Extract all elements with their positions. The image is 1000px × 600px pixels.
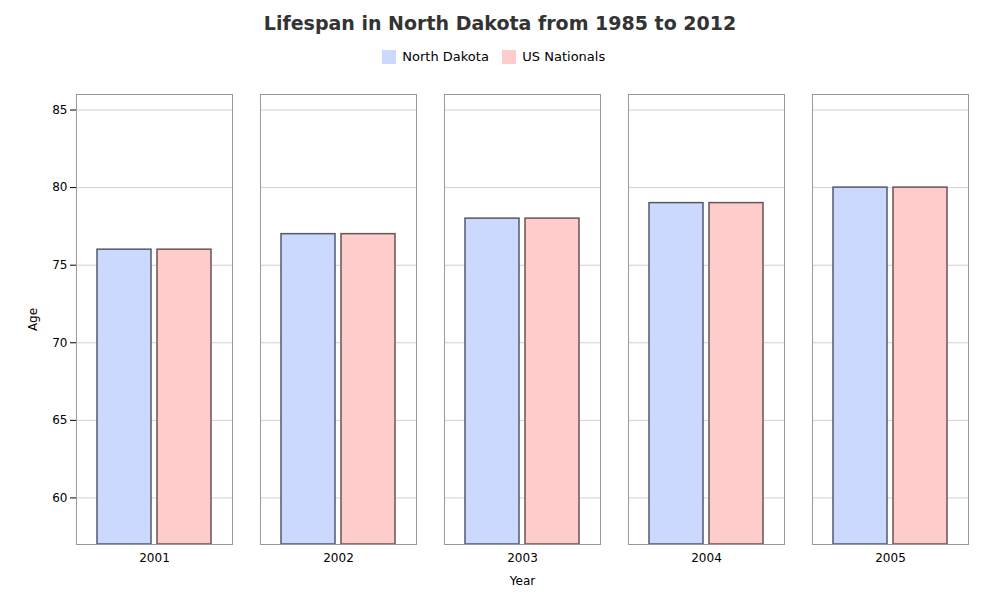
svg-text:2005: 2005 — [875, 551, 906, 565]
svg-text:80: 80 — [52, 180, 67, 194]
svg-text:2003: 2003 — [507, 551, 538, 565]
html-text:North Dakota: North Dakota — [402, 49, 489, 64]
html-text:US Nationals: US Nationals — [522, 49, 606, 64]
svg-text:85: 85 — [52, 102, 67, 116]
svg-text:75: 75 — [52, 258, 67, 272]
svg-text:2002: 2002 — [323, 551, 354, 565]
svg-text:Year: Year — [509, 573, 535, 587]
svg-text:Age: Age — [26, 307, 40, 330]
svg-text:2001: 2001 — [139, 551, 170, 565]
html-text:Lifespan in North Dakota from: Lifespan in North Dakota from 1985 to 20… — [263, 12, 737, 34]
svg-text:70: 70 — [52, 335, 67, 349]
svg-text:60: 60 — [52, 490, 67, 504]
svg-text:2004: 2004 — [691, 551, 722, 565]
svg-text:65: 65 — [52, 413, 67, 427]
